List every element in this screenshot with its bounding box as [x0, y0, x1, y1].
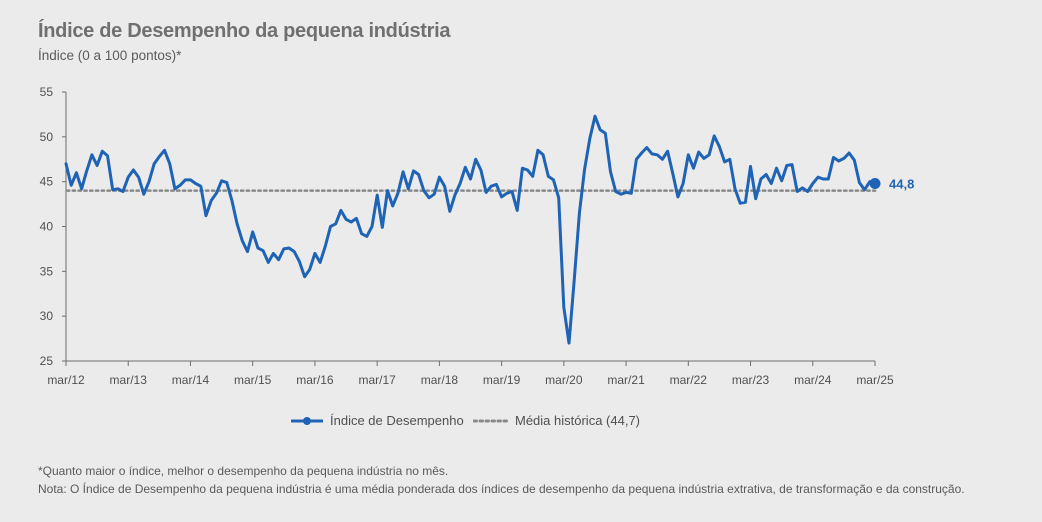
series-path — [64, 114, 877, 345]
y-tick-label: 45 — [40, 175, 54, 189]
x-tick-label: mar/20 — [545, 373, 583, 387]
x-tick-label: mar/12 — [47, 373, 85, 387]
last-point-marker — [869, 177, 881, 189]
y-tick-label: 35 — [40, 264, 54, 278]
x-tick-label: mar/17 — [358, 373, 396, 387]
x-tick-label: mar/21 — [607, 373, 645, 387]
x-tick-label: mar/13 — [110, 373, 148, 387]
legend-dotted-line-icon — [473, 419, 509, 422]
legend: Índice de Desempenho Média histórica (44… — [0, 413, 1042, 433]
y-axis: 25 30 35 40 45 50 55 — [40, 85, 67, 368]
y-tick-label: 40 — [40, 220, 54, 234]
x-tick-label: mar/19 — [483, 373, 521, 387]
footnote-asterisk: *Quanto maior o índice, melhor o desempe… — [38, 464, 449, 478]
last-value-label: 44,8 — [889, 176, 914, 191]
legend-label-index: Índice de Desempenho — [330, 413, 464, 428]
y-tick-label: 50 — [40, 130, 54, 144]
chart-title: Índice de Desempenho da pequena indústri… — [38, 20, 451, 42]
x-tick-label: mar/14 — [172, 373, 210, 387]
x-tick-label: mar/25 — [856, 373, 894, 387]
y-tick-label: 25 — [40, 354, 54, 368]
chart-subtitle: Índice (0 a 100 pontos)* — [38, 48, 182, 63]
y-tick-label: 30 — [40, 309, 54, 323]
x-tick-label: mar/18 — [421, 373, 459, 387]
series-line — [64, 114, 877, 345]
x-tick-label: mar/23 — [732, 373, 770, 387]
x-tick-label: mar/16 — [296, 373, 334, 387]
legend-label-average: Média histórica (44,7) — [515, 413, 640, 428]
x-axis: mar/12 mar/13 mar/14 mar/15 mar/16 mar/17 mar/… — [47, 360, 894, 387]
footnote-note: Nota: O Índice de Desempenho da pequena … — [38, 482, 965, 496]
x-tick-label: mar/15 — [234, 373, 272, 387]
legend-item-index[interactable]: Índice de Desempenho — [290, 413, 464, 428]
x-tick-label: mar/24 — [794, 373, 832, 387]
x-tick-label: mar/22 — [670, 373, 708, 387]
legend-line-marker-icon — [291, 416, 323, 425]
legend-item-average[interactable]: Média histórica (44,7) — [473, 413, 640, 428]
y-tick-label: 55 — [40, 85, 54, 99]
last-value-group: 44,8 — [869, 176, 914, 191]
